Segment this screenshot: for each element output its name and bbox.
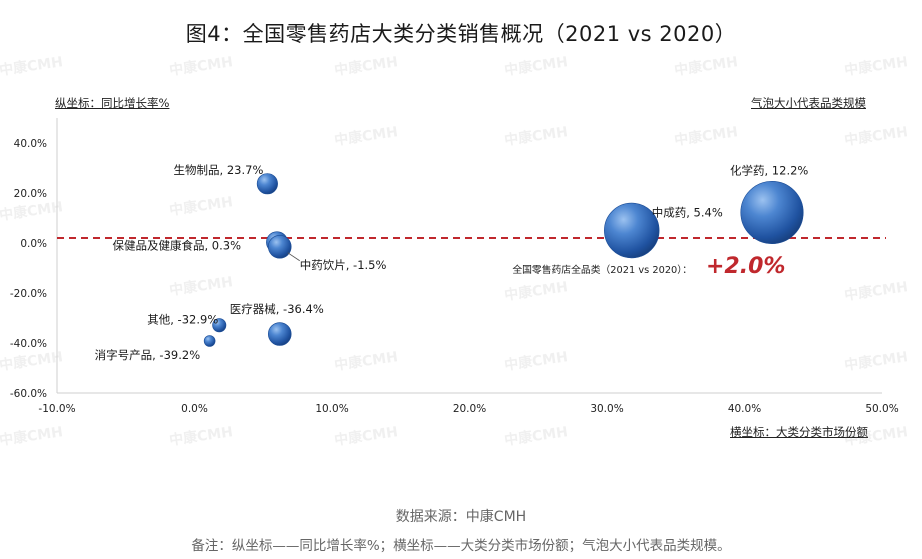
watermark-text: 中康CMH [333,348,399,374]
watermark-text: 中康CMH [0,53,64,79]
y-tick-label: 20.0% [14,188,47,200]
watermark-text: 中康CMH [503,53,569,79]
watermark-text: 中康CMH [333,53,399,79]
watermark-text: 中康CMH [0,198,64,224]
watermark-text: 中康CMH [673,123,739,149]
bubble-chart: 中康CMH 中康CMH 中康CMH 中康CMH 中康CMH 中康CMH 中康CMH 中康CMH… [0,53,909,449]
watermark-text: 中康CMH [843,348,909,374]
reference-line-label: 全国零售药店全品类（2021 vs 2020）： [512,263,692,276]
label-leader-line [287,252,300,262]
x-tick-label: 50.0% [865,403,898,415]
bubble-point [256,173,278,195]
bubble-label: 中成药, 5.4% [652,206,723,220]
x-tick-label: 0.0% [181,403,208,415]
watermark-text: 中康CMH [168,53,234,79]
bubble-point [267,322,292,346]
watermark-text: 中康CMH [843,123,909,149]
data-source: 数据来源：中康CMH [395,509,527,525]
bubble-label: 中药饮片, -1.5% [300,258,387,272]
watermark-text: 中康CMH [0,348,64,374]
bubble-point [740,180,804,245]
y-tick-label: 40.0% [14,138,47,150]
y-tick-label: -40.0% [10,338,47,350]
watermark-text: 中康CMH [0,423,64,449]
watermark-text: 中康CMH [168,193,234,219]
watermark-text: 中康CMH [503,423,569,449]
bubble-point [604,202,660,259]
x-tick-label: -10.0% [38,403,75,415]
bubble-point [212,318,227,333]
watermark-text: 中康CMH [673,53,739,79]
footnote: 备注：纵坐标——同比增长率%；横坐标——大类分类市场份额；气泡大小代表品类规模。 [191,538,731,554]
y-axis-note: 纵坐标：同比增长率% [55,96,170,110]
watermark-text: 中康CMH [168,273,234,299]
watermark-text: 中康CMH [333,423,399,449]
bubble-point [203,335,216,347]
x-tick-label: 30.0% [590,403,623,415]
x-tick-label: 20.0% [453,403,486,415]
watermark-text: 中康CMH [843,278,909,304]
watermark-text: 中康CMH [843,423,909,449]
watermark-text: 中康CMH [503,123,569,149]
x-axis-note: 横坐标：大类分类市场份额 [730,425,868,439]
bubble-size-note: 气泡大小代表品类规模 [751,96,866,110]
bubble-label: 保健品及健康食品, 0.3% [112,238,241,252]
bubble-label: 医疗器械, -36.4% [230,302,324,316]
reference-line-value: +2.0% [706,254,785,279]
watermark-text: 中康CMH [843,53,909,79]
y-tick-label: -20.0% [10,288,47,300]
x-tick-label: 40.0% [728,403,761,415]
watermark-text: 中康CMH [333,123,399,149]
bubble-label: 生物制品, 23.7% [174,163,264,177]
y-tick-label: -60.0% [10,388,47,400]
watermark-text: 中康CMH [503,278,569,304]
y-tick-label: 0.0% [20,238,47,250]
x-tick-label: 10.0% [315,403,348,415]
watermark-text: 中康CMH [168,423,234,449]
bubble-label: 其他, -32.9% [147,312,218,326]
bubble-point [267,234,292,259]
chart-title: 图4：全国零售药店大类分类销售概况（2021 vs 2020） [185,22,737,46]
watermark-text: 中康CMH [503,348,569,374]
bubble-label: 消字号产品, -39.2% [95,348,201,362]
bubble-label: 化学药, 12.2% [730,164,808,178]
